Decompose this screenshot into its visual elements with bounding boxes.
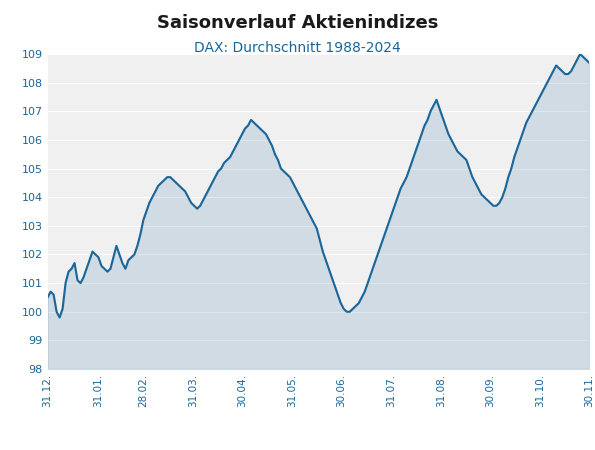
Text: stockstreet.de: stockstreet.de [419,405,521,418]
Text: Saisonverlauf Aktienindizes: Saisonverlauf Aktienindizes [157,14,438,32]
Text: DAX: Durchschnitt 1988-2024: DAX: Durchschnitt 1988-2024 [194,40,401,54]
Text: unabhängig · strategisch · trefflicher: unabhängig · strategisch · trefflicher [412,429,528,435]
